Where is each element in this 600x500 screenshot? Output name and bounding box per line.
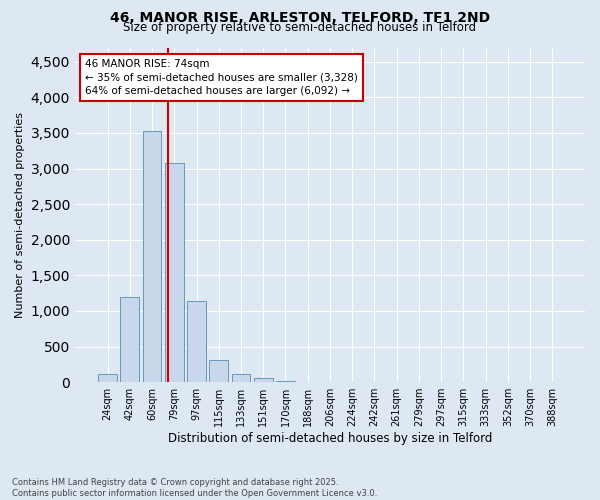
Text: Size of property relative to semi-detached houses in Telford: Size of property relative to semi-detach… bbox=[124, 22, 476, 35]
Bar bbox=[254, 378, 272, 382]
Text: 46, MANOR RISE, ARLESTON, TELFORD, TF1 2ND: 46, MANOR RISE, ARLESTON, TELFORD, TF1 2… bbox=[110, 11, 490, 25]
Bar bbox=[232, 374, 250, 382]
Bar bbox=[143, 131, 161, 382]
Bar bbox=[165, 163, 184, 382]
Bar bbox=[209, 360, 228, 382]
Text: 46 MANOR RISE: 74sqm
← 35% of semi-detached houses are smaller (3,328)
64% of se: 46 MANOR RISE: 74sqm ← 35% of semi-detac… bbox=[85, 59, 358, 96]
Bar bbox=[187, 301, 206, 382]
Bar bbox=[121, 298, 139, 382]
Y-axis label: Number of semi-detached properties: Number of semi-detached properties bbox=[15, 112, 25, 318]
Bar bbox=[276, 381, 295, 382]
Bar bbox=[98, 374, 117, 382]
Text: Contains HM Land Registry data © Crown copyright and database right 2025.
Contai: Contains HM Land Registry data © Crown c… bbox=[12, 478, 377, 498]
X-axis label: Distribution of semi-detached houses by size in Telford: Distribution of semi-detached houses by … bbox=[168, 432, 492, 445]
